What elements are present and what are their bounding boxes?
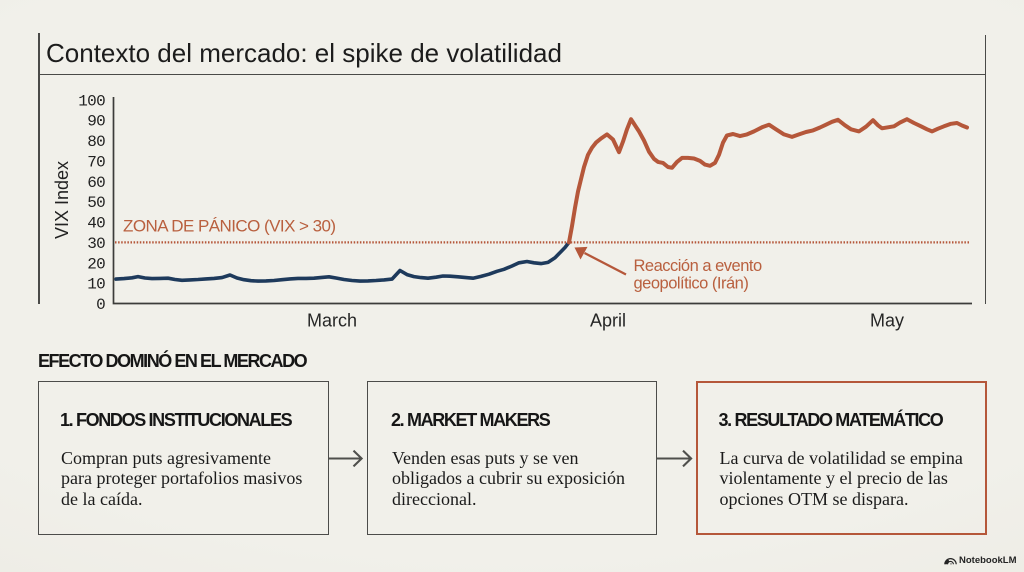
- svg-text:50: 50: [87, 194, 105, 212]
- svg-text:0: 0: [96, 296, 105, 314]
- svg-text:60: 60: [87, 174, 105, 192]
- svg-text:Reacción a evento: Reacción a evento: [634, 257, 762, 275]
- svg-text:100: 100: [78, 92, 105, 110]
- svg-text:VIX Index: VIX Index: [52, 161, 72, 239]
- svg-text:40: 40: [87, 215, 105, 233]
- svg-text:geopolítico (Irán): geopolítico (Irán): [634, 275, 749, 293]
- svg-text:ZONA DE PÁNICO (VIX > 30): ZONA DE PÁNICO (VIX > 30): [123, 217, 336, 236]
- svg-text:70: 70: [87, 154, 105, 172]
- svg-text:30: 30: [87, 235, 105, 253]
- svg-text:March: March: [307, 311, 357, 331]
- svg-text:May: May: [870, 311, 904, 331]
- svg-text:10: 10: [87, 276, 105, 294]
- svg-text:20: 20: [87, 255, 105, 273]
- svg-text:April: April: [590, 311, 626, 331]
- svg-text:90: 90: [87, 113, 105, 131]
- svg-text:80: 80: [87, 133, 105, 151]
